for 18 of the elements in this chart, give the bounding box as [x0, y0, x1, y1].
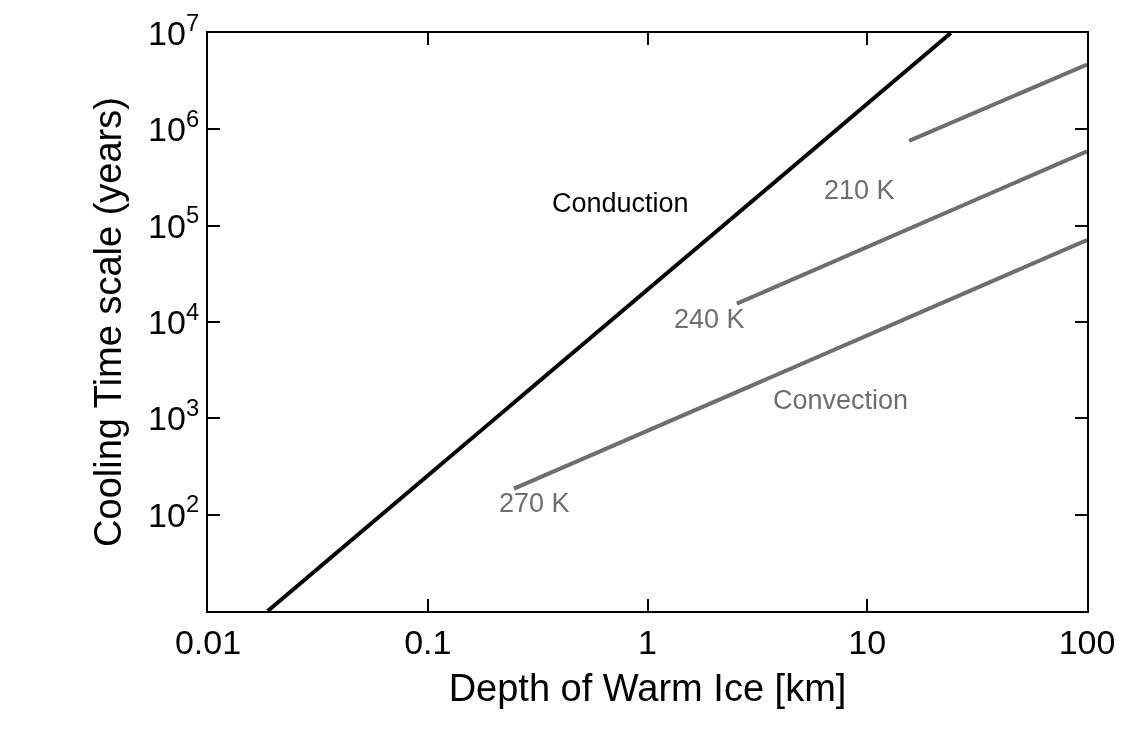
x-tick-label: 0.01 — [174, 622, 242, 661]
annotation: 270 K — [499, 488, 570, 518]
annotation: 210 K — [824, 175, 895, 205]
y-axis-title: Cooling Time scale (years) — [86, 97, 129, 547]
x-axis-title: Depth of Warm Ice [km] — [448, 667, 847, 710]
annotation: 240 K — [674, 304, 745, 334]
y-tick-label: 10$^{6}$ — [148, 104, 200, 149]
x-tick-label: 0.1 — [404, 622, 452, 661]
annotation: Conduction — [552, 188, 689, 218]
y-tick-label: 10$^{4}$ — [148, 297, 200, 341]
y-tick-label: 10$^{5}$ — [148, 201, 200, 245]
annotation: Convection — [773, 385, 909, 415]
y-tick-label: 10$^{2}$ — [148, 490, 200, 534]
y-tick-label: 10$^{7}$ — [148, 8, 200, 52]
y-tick-label: 10$^{3}$ — [148, 393, 200, 438]
x-tick-label: 1 — [638, 622, 657, 661]
x-tick-label: 10 — [848, 622, 887, 661]
x-tick-label: 100 — [1058, 622, 1116, 661]
